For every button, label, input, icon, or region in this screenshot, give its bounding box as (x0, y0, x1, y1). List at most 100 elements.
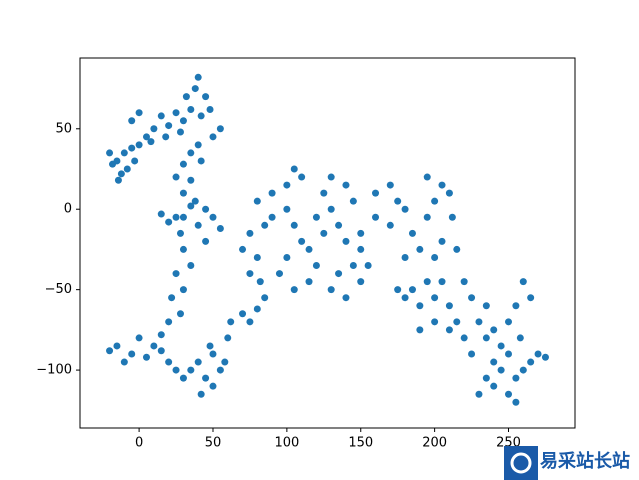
point (431, 318, 439, 326)
point (197, 157, 205, 165)
point (172, 173, 180, 181)
point (342, 237, 350, 245)
point (216, 125, 224, 133)
point (221, 358, 229, 366)
point (349, 262, 357, 270)
point (298, 237, 306, 245)
point (401, 294, 409, 302)
point (197, 390, 205, 398)
point (357, 278, 365, 286)
point (253, 253, 261, 261)
point (157, 210, 165, 218)
point (482, 374, 490, 382)
point (505, 318, 513, 326)
point (298, 173, 306, 181)
point (176, 128, 184, 136)
point (187, 105, 195, 113)
watermark: 易采站长站 (504, 446, 630, 480)
point (187, 202, 195, 210)
point (157, 331, 165, 339)
point (490, 358, 498, 366)
point (261, 294, 269, 302)
point (114, 176, 122, 184)
point (431, 294, 439, 302)
point (128, 350, 136, 358)
point (224, 334, 232, 342)
point (497, 366, 505, 374)
point (290, 165, 298, 173)
point (165, 318, 173, 326)
point (135, 334, 143, 342)
point (109, 160, 117, 168)
point (179, 213, 187, 221)
point (416, 302, 424, 310)
point (246, 318, 254, 326)
point (438, 278, 446, 286)
point (290, 221, 298, 229)
point (202, 93, 210, 101)
point (168, 294, 176, 302)
point (216, 225, 224, 233)
point (162, 133, 170, 141)
point (165, 122, 173, 130)
point (290, 286, 298, 294)
point (423, 278, 431, 286)
y-tick-label: 50 (55, 121, 72, 136)
point (179, 286, 187, 294)
point (202, 237, 210, 245)
point (505, 350, 513, 358)
point (541, 353, 549, 361)
point (187, 262, 195, 270)
point (505, 390, 513, 398)
point (117, 170, 125, 178)
point (497, 342, 505, 350)
point (147, 138, 155, 146)
point (191, 85, 199, 93)
point (202, 205, 210, 213)
point (253, 305, 261, 313)
point (123, 165, 131, 173)
point (342, 294, 350, 302)
point (187, 176, 195, 184)
point (327, 286, 335, 294)
point (165, 358, 173, 366)
point (431, 197, 439, 205)
point (527, 358, 535, 366)
point (408, 229, 416, 237)
point (482, 302, 490, 310)
point (187, 366, 195, 374)
point (512, 398, 520, 406)
point (120, 149, 128, 157)
point (519, 278, 527, 286)
point (176, 310, 184, 318)
point (172, 109, 180, 117)
y-tick-label: −50 (45, 282, 72, 297)
point (179, 160, 187, 168)
point (519, 366, 527, 374)
point (239, 310, 247, 318)
point (182, 93, 190, 101)
point (246, 229, 254, 237)
point (194, 73, 202, 81)
point (431, 253, 439, 261)
y-tick-label: 0 (64, 202, 72, 217)
point (191, 197, 199, 205)
point (283, 253, 291, 261)
point (394, 197, 402, 205)
point (157, 112, 165, 120)
point (202, 374, 210, 382)
point (209, 382, 217, 390)
point (357, 245, 365, 253)
point (142, 133, 150, 141)
point (453, 245, 461, 253)
point (460, 334, 468, 342)
point (423, 173, 431, 181)
point (448, 213, 456, 221)
point (179, 117, 187, 125)
point (516, 334, 524, 342)
point (179, 245, 187, 253)
point (445, 302, 453, 310)
point (416, 245, 424, 253)
point (106, 347, 114, 355)
